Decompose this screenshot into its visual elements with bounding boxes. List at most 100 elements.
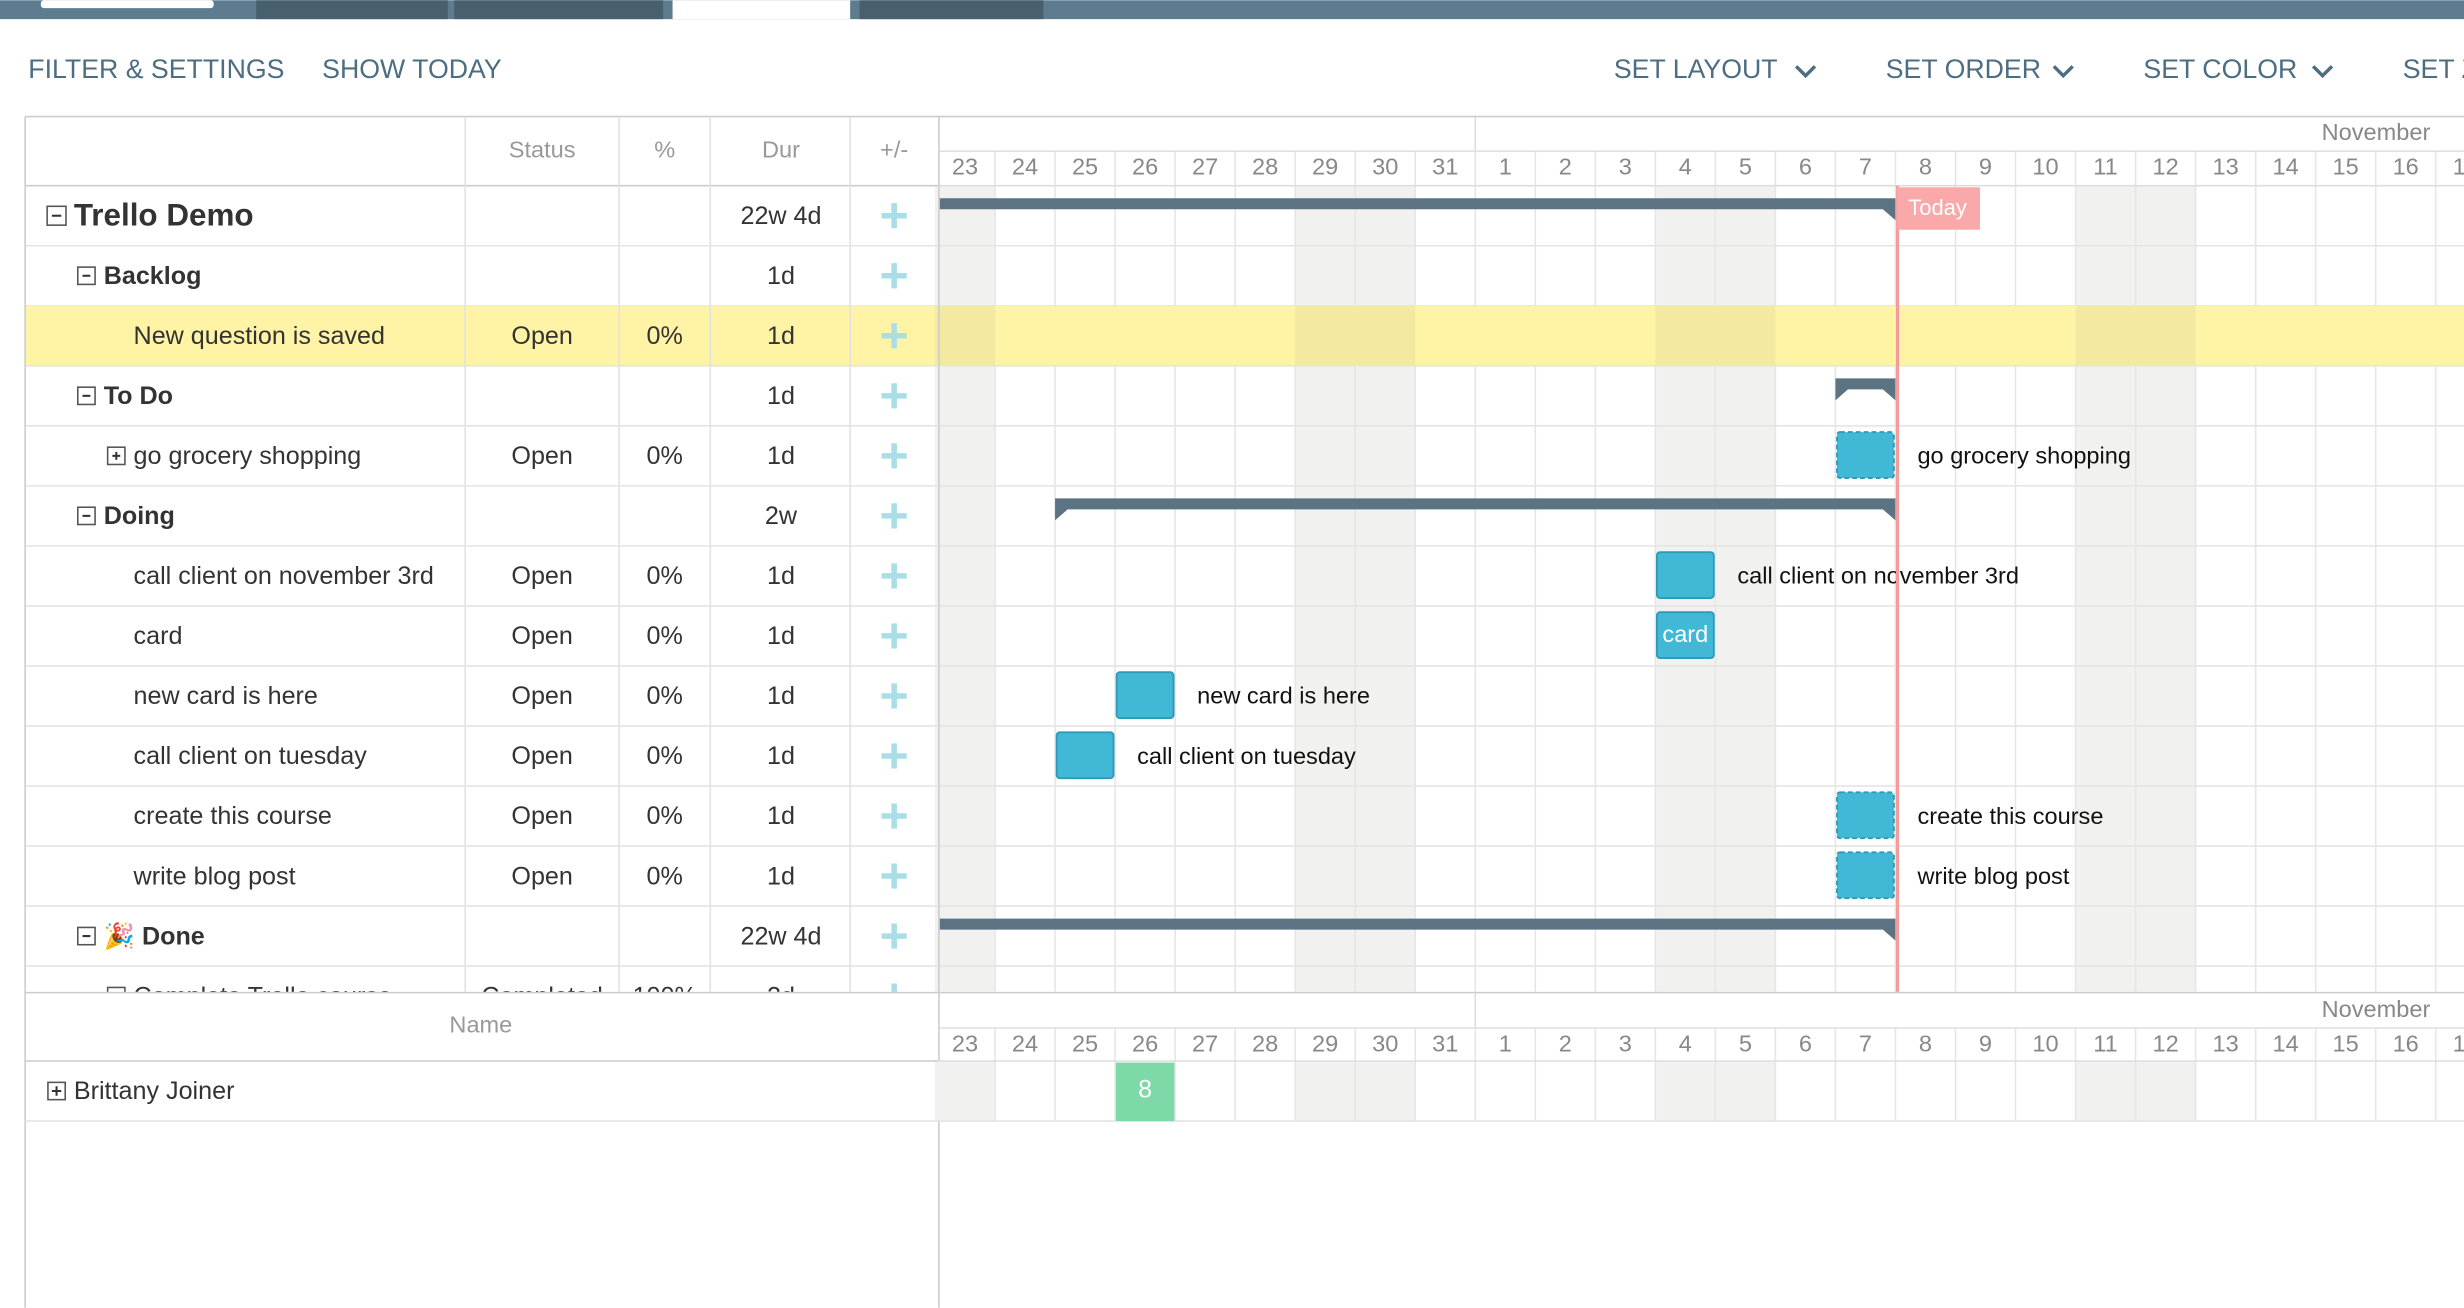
add-button[interactable] (881, 683, 907, 709)
day-label: 29 (1312, 1031, 1338, 1057)
add-button[interactable] (881, 743, 907, 769)
day-label: 27 (1192, 1031, 1218, 1057)
cell-dur: 1d (767, 562, 795, 590)
add-button[interactable] (881, 863, 907, 889)
summary-bar (1055, 498, 1896, 521)
task-name: call client on tuesday (134, 742, 368, 770)
day-label: 14 (2273, 154, 2299, 180)
day-label: 15 (2333, 154, 2359, 180)
expander[interactable] (106, 986, 126, 1004)
today-label: Today (1908, 195, 1967, 220)
resource-name: Brittany Joiner (74, 1077, 235, 1105)
add-button[interactable] (881, 443, 907, 469)
day-label: 10 (2032, 1031, 2058, 1057)
weekend-shade (1295, 1061, 1356, 1121)
day-label: 13 (2213, 1031, 2239, 1057)
day-label: 8 (1919, 1031, 1932, 1057)
day-label: 17 (2453, 1031, 2464, 1057)
day-label: 10 (2032, 154, 2058, 180)
task-name: To Do (104, 382, 173, 410)
cell-dur: 1d (767, 742, 795, 770)
day-label: 4 (1679, 1031, 1692, 1057)
weekend-shade (2075, 1061, 2136, 1121)
task-name: Trello Demo (74, 198, 254, 233)
day-label: 28 (1252, 1031, 1278, 1057)
menu-button[interactable]: SET ZOOM (2403, 54, 2464, 84)
day-label: 25 (1072, 154, 1098, 180)
day-label: 16 (2393, 1031, 2419, 1057)
task-bar[interactable] (1836, 431, 1895, 479)
cell-dur: 2d (767, 982, 795, 1010)
add-button[interactable] (881, 623, 907, 649)
task-bar-label: write blog post (1916, 863, 2069, 889)
add-button[interactable] (881, 383, 907, 409)
add-button[interactable] (881, 263, 907, 289)
add-button[interactable] (882, 983, 907, 1009)
cell-pct: 0% (647, 742, 683, 770)
day-label: 17 (2453, 154, 2464, 180)
task-bar[interactable] (1655, 551, 1715, 600)
toolbar-button[interactable]: SHOW TODAY (322, 54, 502, 84)
today-badge (1896, 187, 1980, 230)
day-label: 30 (1372, 154, 1398, 180)
cell-status: Open (511, 862, 572, 890)
task-bar[interactable] (1055, 731, 1115, 780)
task-name: Complete Trello course (134, 982, 392, 1010)
add-button[interactable] (881, 323, 907, 349)
weekend-shade (2135, 1061, 2196, 1121)
add-button[interactable] (881, 203, 907, 229)
task-bar[interactable] (1655, 611, 1715, 660)
cell-pct: 0% (647, 622, 683, 650)
cell-dur: 1d (767, 262, 795, 290)
tab[interactable] (672, 0, 851, 20)
task-bar-label: card (1662, 621, 1708, 647)
tab[interactable] (40, 0, 214, 9)
day-label: 8 (1919, 154, 1932, 180)
cell-pct: 0% (647, 802, 683, 830)
day-label: 6 (1799, 1031, 1812, 1057)
add-button[interactable] (881, 923, 907, 949)
cell-status: Open (511, 802, 572, 830)
weekend-shade (1715, 305, 1776, 366)
weekend-shade (2135, 305, 2196, 366)
weekend-shade (1655, 305, 1716, 366)
day-label: 26 (1132, 154, 1158, 180)
day-label: 5 (1739, 1031, 1752, 1057)
add-button[interactable] (881, 503, 907, 529)
weekend-shade (935, 305, 996, 366)
day-label: 11 (2093, 1031, 2117, 1057)
add-button[interactable] (881, 563, 907, 589)
day-label: 7 (1859, 1031, 1872, 1057)
cell-status: Open (511, 322, 572, 350)
cell-status: Completed (481, 982, 603, 1010)
cell-status: Open (511, 622, 572, 650)
day-label: 3 (1619, 154, 1632, 180)
task-bar[interactable] (1836, 791, 1895, 840)
day-label: 26 (1132, 1031, 1158, 1057)
tab[interactable] (256, 0, 448, 20)
day-label: 30 (1372, 1031, 1398, 1057)
day-label: 25 (1072, 1031, 1098, 1057)
menu-button[interactable]: SET ORDER (1886, 54, 2041, 84)
day-label: 13 (2213, 154, 2239, 180)
day-label: 23 (952, 154, 978, 180)
task-bar[interactable] (1115, 671, 1175, 720)
cell-pct: 0% (647, 562, 683, 590)
menu-button[interactable]: SET LAYOUT (1614, 54, 1778, 84)
day-label: 11 (2093, 154, 2117, 180)
day-label: 9 (1979, 1031, 1992, 1057)
cell-dur: 22w 4d (740, 922, 821, 950)
task-bar[interactable] (1836, 851, 1895, 900)
task-name: create this course (134, 802, 332, 830)
tab[interactable] (859, 0, 1044, 20)
menu-button[interactable]: SET COLOR (2143, 54, 2297, 84)
add-button[interactable] (881, 803, 907, 829)
task-name: Backlog (104, 262, 202, 290)
tab[interactable] (454, 0, 664, 20)
toolbar-button[interactable]: FILTER & SETTINGS (28, 54, 284, 84)
weekend-shade (1655, 1061, 1716, 1121)
day-label: 15 (2333, 1031, 2359, 1057)
cell-pct: 0% (647, 322, 683, 350)
